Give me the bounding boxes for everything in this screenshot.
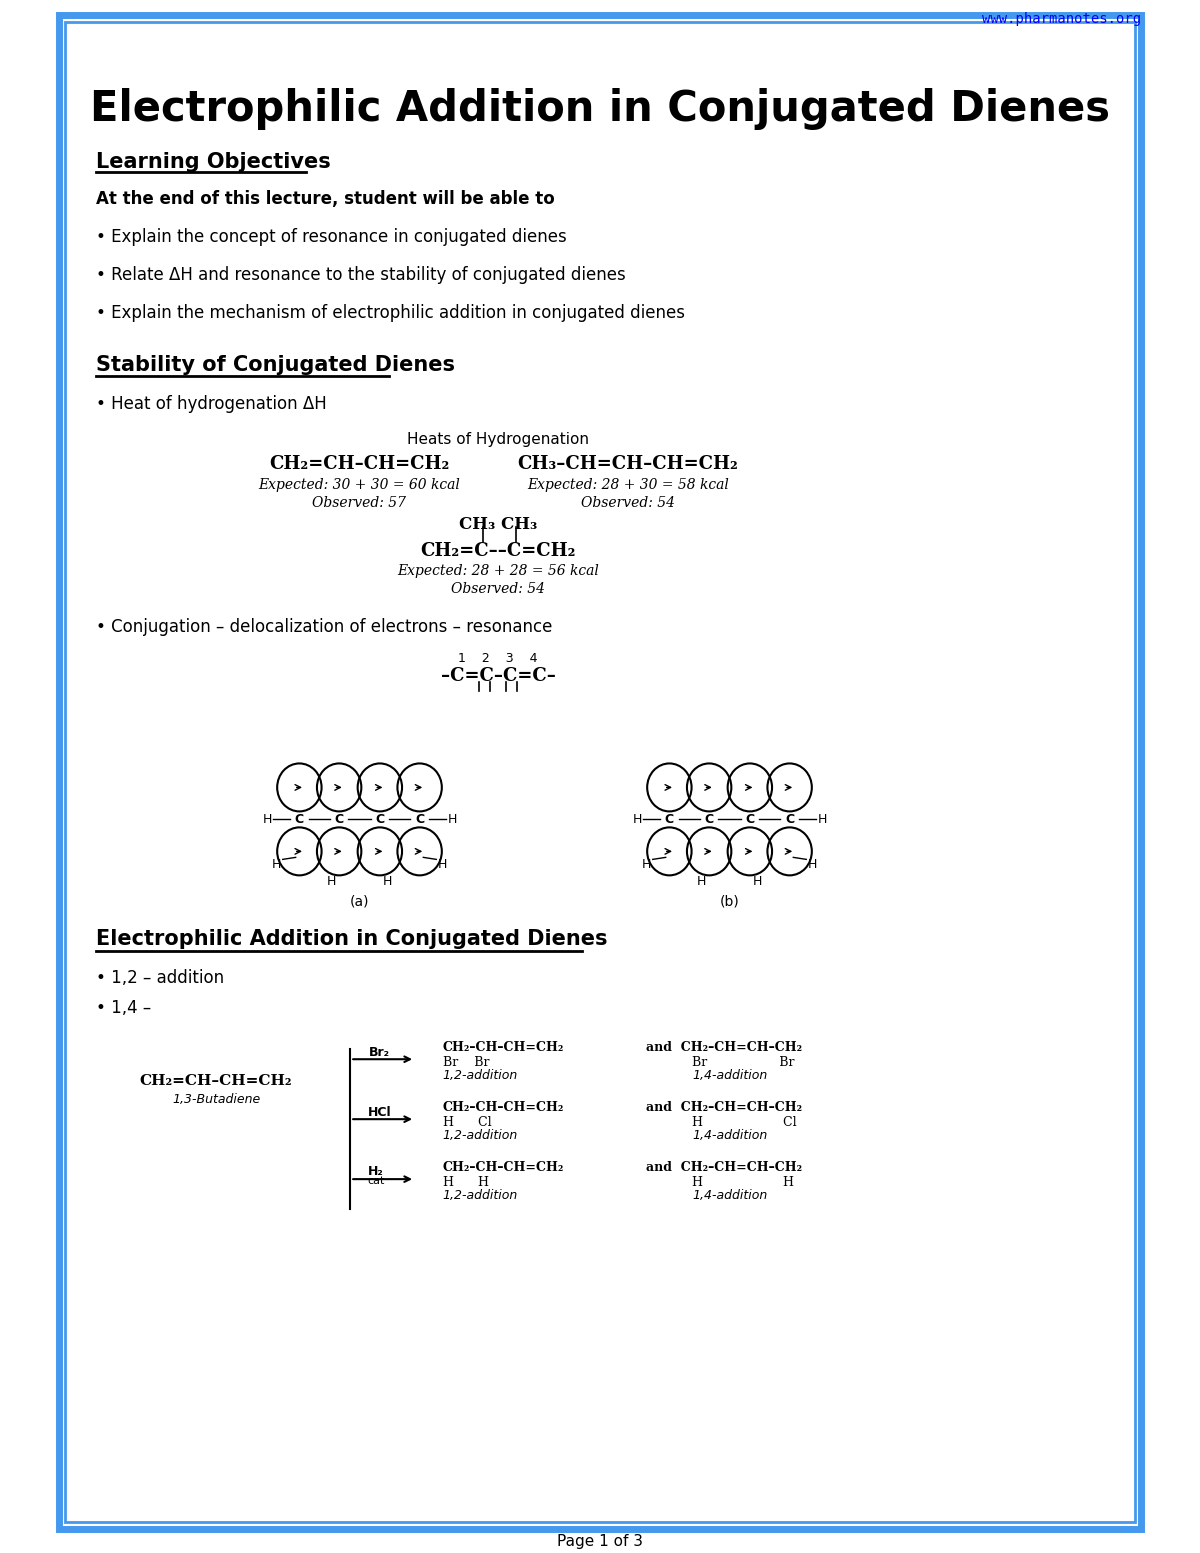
Text: • 1,4 –: • 1,4 – [96,999,151,1017]
Text: CH₂=CH–CH=CH₂: CH₂=CH–CH=CH₂ [140,1075,293,1089]
Text: Observed: 54: Observed: 54 [451,581,545,595]
Text: C: C [785,812,794,826]
Text: CH₂–CH–CH=CH₂: CH₂–CH–CH=CH₂ [443,1162,564,1174]
Text: C: C [704,812,714,826]
Text: Heats of Hydrogenation: Heats of Hydrogenation [407,432,589,447]
Text: 1,2-addition: 1,2-addition [443,1129,518,1141]
Text: H: H [271,857,281,871]
Text: C: C [335,812,343,826]
Text: CH₂=C––C=CH₂: CH₂=C––C=CH₂ [420,542,576,559]
Text: Stability of Conjugated Dienes: Stability of Conjugated Dienes [96,354,455,374]
Text: H: H [328,874,336,888]
Text: At the end of this lecture, student will be able to: At the end of this lecture, student will… [96,189,554,208]
Text: H: H [808,857,817,871]
Text: C: C [745,812,755,826]
Text: • Heat of hydrogenation ΔH: • Heat of hydrogenation ΔH [96,394,326,413]
Text: 1,2-addition: 1,2-addition [443,1068,518,1082]
Text: cat: cat [367,1176,385,1186]
Text: • Relate ΔH and resonance to the stability of conjugated dienes: • Relate ΔH and resonance to the stabili… [96,266,625,284]
Text: CH₂=CH–CH=CH₂: CH₂=CH–CH=CH₂ [269,455,450,472]
Text: Br    Br: Br Br [443,1056,490,1068]
Text: H: H [448,812,457,826]
Text: CH₃ CH₃: CH₃ CH₃ [460,516,538,533]
Text: • 1,2 – addition: • 1,2 – addition [96,969,224,988]
Text: 1,4-addition: 1,4-addition [692,1190,768,1202]
Text: • Explain the mechanism of electrophilic addition in conjugated dienes: • Explain the mechanism of electrophilic… [96,304,685,321]
Text: 1,2-addition: 1,2-addition [443,1190,518,1202]
Text: and  CH₂–CH=CH–CH₂: and CH₂–CH=CH–CH₂ [647,1162,803,1174]
Text: 1,3-Butadiene: 1,3-Butadiene [172,1093,260,1106]
Text: Learning Objectives: Learning Objectives [96,152,331,172]
Text: Observed: 54: Observed: 54 [581,495,674,509]
Text: 1    2    3    4: 1 2 3 4 [458,652,538,665]
Text: H                    H: H H [692,1176,794,1190]
Text: Br₂: Br₂ [370,1047,390,1059]
Text: H: H [642,857,650,871]
Text: Expected: 28 + 28 = 56 kcal: Expected: 28 + 28 = 56 kcal [397,564,599,578]
Text: (b): (b) [720,895,739,909]
Text: H: H [697,874,707,888]
Text: C: C [295,812,304,826]
Text: C: C [376,812,384,826]
Text: www.pharmanotes.org: www.pharmanotes.org [982,12,1141,26]
Text: and  CH₂–CH=CH–CH₂: and CH₂–CH=CH–CH₂ [647,1101,803,1114]
Text: C: C [415,812,424,826]
Text: Expected: 30 + 30 = 60 kcal: Expected: 30 + 30 = 60 kcal [258,478,461,492]
Text: and  CH₂–CH=CH–CH₂: and CH₂–CH=CH–CH₂ [647,1041,803,1054]
Text: H      Cl: H Cl [443,1117,491,1129]
Text: • Conjugation – delocalization of electrons – resonance: • Conjugation – delocalization of electr… [96,618,552,635]
Text: –C=C–C=C–: –C=C–C=C– [440,666,556,685]
Text: H: H [383,874,392,888]
Text: Electrophilic Addition in Conjugated Dienes: Electrophilic Addition in Conjugated Die… [90,89,1110,130]
Text: Electrophilic Addition in Conjugated Dienes: Electrophilic Addition in Conjugated Die… [96,929,607,949]
Text: H: H [263,812,271,826]
Text: H: H [817,812,827,826]
Text: H: H [752,874,762,888]
Text: Br                  Br: Br Br [692,1056,796,1068]
Text: (a): (a) [349,895,370,909]
Text: H: H [438,857,448,871]
Text: H      H: H H [443,1176,488,1190]
Text: CH₂–CH–CH=CH₂: CH₂–CH–CH=CH₂ [443,1041,564,1054]
Text: H                    Cl: H Cl [692,1117,797,1129]
Text: H: H [632,812,642,826]
Text: HCl: HCl [368,1106,391,1120]
Text: • Explain the concept of resonance in conjugated dienes: • Explain the concept of resonance in co… [96,228,566,245]
Text: C: C [665,812,674,826]
Text: CH₂–CH–CH=CH₂: CH₂–CH–CH=CH₂ [443,1101,564,1114]
Text: CH₃–CH=CH–CH=CH₂: CH₃–CH=CH–CH=CH₂ [517,455,738,472]
Text: 1,4-addition: 1,4-addition [692,1129,768,1141]
Text: Observed: 57: Observed: 57 [312,495,407,509]
Text: 1,4-addition: 1,4-addition [692,1068,768,1082]
Text: Page 1 of 3: Page 1 of 3 [557,1534,643,1548]
Text: Expected: 28 + 30 = 58 kcal: Expected: 28 + 30 = 58 kcal [527,478,728,492]
Text: H₂: H₂ [368,1165,384,1179]
